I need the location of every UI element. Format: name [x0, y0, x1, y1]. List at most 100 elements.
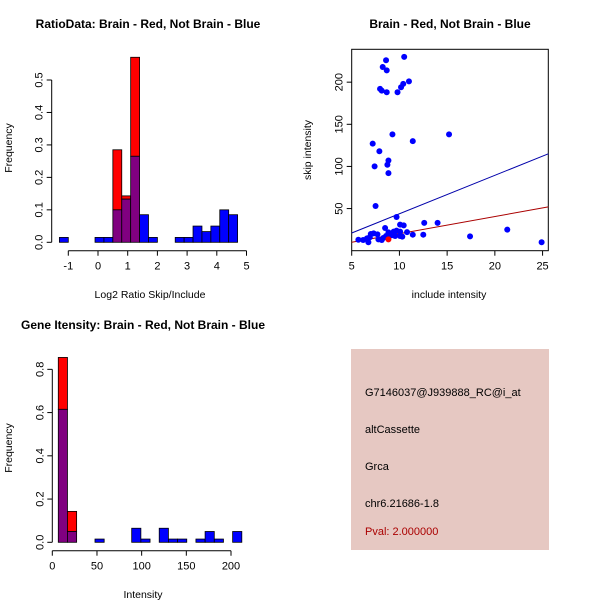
scatter-title: Brain - Red, Not Brain - Blue — [369, 17, 531, 31]
scatter-xlabel: include intensity — [412, 289, 487, 301]
scatter-point-blue — [434, 219, 441, 226]
scatter-x-tick-label: 25 — [536, 261, 548, 273]
ratio-hist-bar-blue — [219, 209, 230, 243]
scatter-point-blue — [467, 233, 474, 240]
ratio-hist-bar-blue — [148, 237, 158, 243]
ratio-hist-y-tick-label: 0.1 — [34, 202, 46, 217]
ratio-hist-y-tick-label: 0.2 — [34, 170, 46, 185]
intensity-hist-bar-blue — [177, 538, 188, 543]
intensity-hist-y-tick-label: 0.6 — [34, 405, 46, 420]
ratio-hist-xlabel: Log2 Ratio Skip/Include — [95, 289, 206, 301]
intensity-hist-ylabel: Frequency — [3, 422, 15, 472]
scatter-point-blue — [538, 239, 545, 246]
ratio-hist-bar-blue — [210, 225, 221, 243]
intensity-hist-bar-blue — [232, 531, 243, 543]
intensity-hist-x-tick-label: 50 — [91, 561, 103, 573]
scatter-y-tick-label: 100 — [334, 157, 346, 175]
intensity-hist-x-tick-label: 200 — [222, 561, 240, 573]
intensity-hist-bar-blue — [204, 531, 215, 543]
scatter-point-blue — [401, 53, 408, 60]
ratio-hist-bar-blue — [228, 214, 238, 243]
scatter-point-blue — [404, 229, 411, 236]
info-panel: G7146037@J939888_RC@i_at altCassette Grc… — [351, 349, 549, 550]
ratio-hist-x-tick-label: 5 — [243, 261, 249, 273]
intensity-hist-bar-blue — [195, 538, 206, 543]
gene-name: Grca — [365, 461, 389, 473]
scatter-x-tick-label: 10 — [393, 261, 405, 273]
ratio-hist-bar-blue — [103, 237, 114, 243]
ratio-hist-bar-overlap — [112, 209, 123, 243]
scatter-point-blue — [376, 148, 383, 155]
ratio-hist-bar-blue — [58, 237, 69, 243]
scatter-point-red — [385, 236, 392, 243]
ratio-hist-bar-blue — [183, 237, 194, 243]
scatter-x-tick-label: 15 — [441, 261, 453, 273]
scatter-point-blue — [446, 131, 453, 138]
scatter-point-blue — [421, 219, 428, 226]
scatter-point-blue — [397, 228, 404, 235]
ratio-hist-y-tick-label: 0.3 — [34, 137, 46, 152]
ratio-hist-title: RatioData: Brain - Red, Not Brain - Blue — [36, 17, 261, 31]
scatter-point-blue — [372, 203, 379, 210]
intensity-hist-y-tick-label: 0.0 — [34, 535, 46, 550]
ratio-hist-x-tick-label: 0 — [95, 261, 101, 273]
intensity-hist-xlabel: Intensity — [123, 589, 163, 600]
intensity-hist-title: Gene Itensity: Brain - Red, Not Brain - … — [21, 318, 265, 332]
intensity-hist-bar-blue — [168, 538, 178, 543]
probe-id: G7146037@J939888_RC@i_at — [365, 387, 521, 399]
ratio-hist-y-tick-label: 0.0 — [34, 235, 46, 250]
scatter-point-blue — [383, 67, 390, 74]
scatter-point-blue — [379, 63, 386, 70]
scatter-point-blue — [393, 213, 400, 220]
scatter-x-tick-label: 5 — [349, 261, 355, 273]
intensity-hist-bar-red — [57, 357, 68, 410]
intensity-hist-bar-red — [67, 510, 78, 532]
scatter-point-blue — [383, 89, 390, 96]
scatter-point-blue — [420, 231, 427, 238]
intensity-hist-x-tick-label: 150 — [177, 561, 195, 573]
intensity-hist-bar-blue — [213, 538, 224, 543]
ratio-hist-bar-red — [112, 149, 123, 211]
scatter-point-blue — [400, 80, 407, 87]
scatter-ylabel: skip intensity — [302, 119, 314, 180]
scatter-point-blue — [405, 78, 412, 85]
intensity-hist-x-tick-label: 100 — [132, 561, 150, 573]
intensity-hist-y-tick-label: 0.8 — [34, 362, 46, 377]
ratio-hist-y-tick-label: 0.5 — [34, 72, 46, 87]
ratio-hist-x-tick-label: 2 — [154, 261, 160, 273]
scatter-point-blue — [385, 170, 392, 177]
scatter-y-tick-label: 200 — [334, 73, 346, 91]
scatter-plot-box — [351, 48, 549, 252]
ratio-hist-x-tick-label: 1 — [125, 261, 131, 273]
ratio-hist-bar-blue — [174, 237, 185, 243]
scatter-y-tick-label: 150 — [334, 115, 346, 133]
ratio-hist-bar-blue — [139, 214, 149, 243]
scatter-point-blue — [369, 140, 376, 147]
ratio-hist-bar-blue — [201, 231, 212, 243]
scatter-point-blue — [504, 226, 511, 233]
scatter-point-blue — [355, 236, 362, 243]
scatter-point-blue — [388, 232, 395, 239]
intensity-hist-bar-blue — [140, 538, 151, 543]
intensity-hist-bar-blue — [158, 527, 169, 543]
scatter-point-blue — [382, 224, 389, 231]
ratio-hist-ylabel: Frequency — [3, 122, 15, 172]
ratio-hist-y-tick-label: 0.4 — [34, 105, 46, 120]
intensity-hist-bar-blue — [94, 538, 105, 543]
scatter-y-tick-label: 50 — [334, 202, 346, 214]
scatter-point-blue — [371, 163, 378, 170]
scatter-point-blue — [383, 57, 390, 64]
intensity-hist-bar-overlap — [57, 408, 68, 543]
ratio-hist-bar-red — [121, 195, 132, 200]
scatter-point-blue — [394, 89, 401, 96]
ratio-hist-bar-blue — [192, 225, 203, 243]
scatter-point-blue — [409, 231, 416, 238]
ratio-hist-bar-overlap — [121, 198, 132, 243]
scatter-point-blue — [374, 231, 381, 238]
scatter-fit-line-blue — [351, 153, 549, 234]
scatter-point-blue — [378, 87, 385, 94]
ratio-hist-bar-blue — [94, 237, 105, 243]
scatter-point-blue — [366, 234, 373, 241]
